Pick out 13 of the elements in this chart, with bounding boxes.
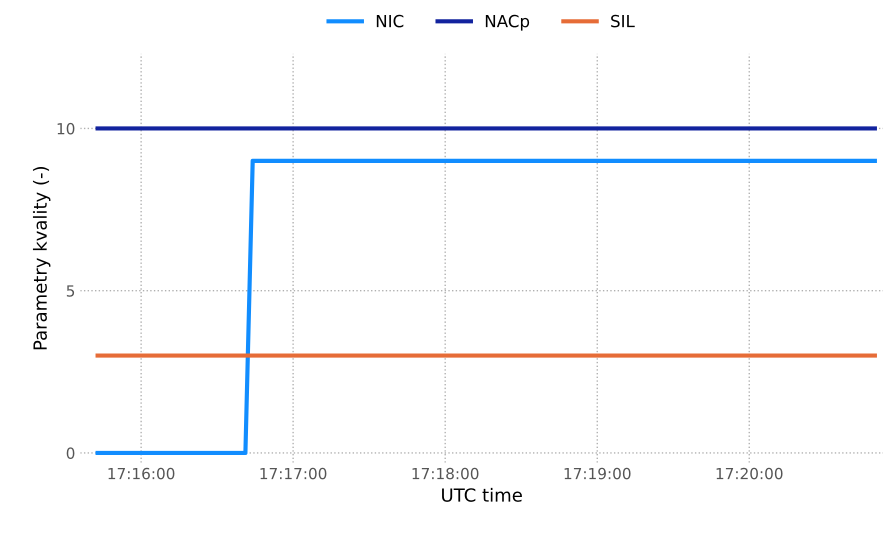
legend-label: NIC xyxy=(376,14,404,28)
x-axis-title: UTC time xyxy=(442,488,522,502)
legend-label: NACp xyxy=(486,14,530,31)
x-tick-label: 17:18:00 xyxy=(412,468,478,480)
x-tick-label: 17:19:00 xyxy=(564,468,631,480)
y-axis-title: Parametry kvality (-) xyxy=(32,166,50,350)
x-tick-label: 17:17:00 xyxy=(260,468,326,480)
x-tick-label: 17:20:00 xyxy=(716,468,783,480)
x-tick-label: 17:16:00 xyxy=(108,468,174,480)
y-tick-label: 10 xyxy=(58,122,74,134)
legend-label: SIL xyxy=(611,14,635,28)
y-tick-label: 0 xyxy=(66,447,74,459)
y-tick-label: 5 xyxy=(66,285,74,297)
